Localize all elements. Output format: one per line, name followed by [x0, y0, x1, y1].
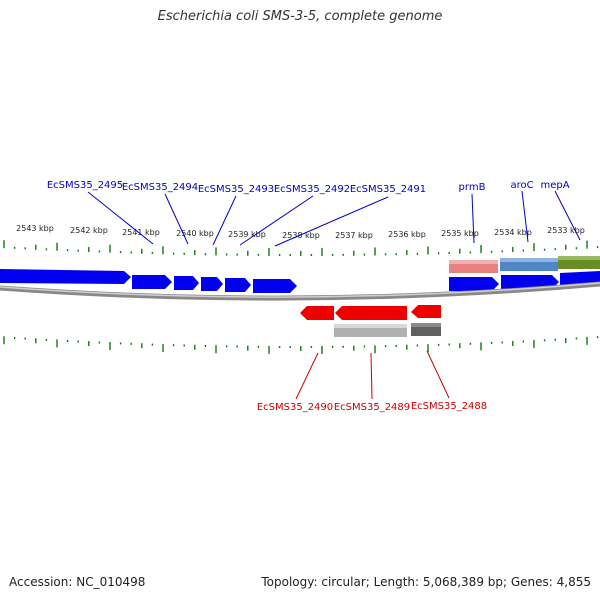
lower-tick-scale [3, 336, 599, 354]
gene-arrow-aroC[interactable] [501, 275, 559, 289]
kbp-label-2542: 2542 kbp [70, 226, 108, 235]
gene-arrow-EcSMS35_2493[interactable] [201, 277, 223, 291]
gene-arrow-EcSMS35_2491[interactable] [253, 279, 297, 293]
kbp-label-2538: 2538 kbp [282, 231, 320, 240]
gene-arrow-EcSMS35_2488[interactable] [411, 305, 441, 318]
gene-arrow-EcSMS35_2489[interactable] [335, 306, 407, 320]
reverse-gene-labels: EcSMS35_2490 EcSMS35_2489 EcSMS35_2488 [257, 401, 487, 413]
forward-gene-labels: EcSMS35_2495 EcSMS35_2494 EcSMS35_2493 E… [47, 180, 570, 195]
kbp-label-2541: 2541 kbp [122, 228, 160, 237]
upper-tick-scale [3, 240, 599, 256]
gene-label-EcSMS35_2488[interactable]: EcSMS35_2488 [411, 401, 487, 412]
gene-arrow-EcSMS35_2494[interactable] [174, 276, 199, 290]
kbp-label-2539: 2539 kbp [228, 230, 266, 239]
gene-label-mepA[interactable]: mepA [540, 180, 569, 191]
forward-feature-blocks [449, 256, 600, 273]
kbp-label-2534: 2534 kbp [494, 228, 532, 237]
gene-arrow-EcSMS35_2496[interactable] [0, 269, 131, 284]
gene-label-EcSMS35_2491[interactable]: EcSMS35_2491 [350, 184, 426, 195]
gene-label-prmB[interactable]: prmB [459, 182, 486, 193]
reverse-feature-blocks [334, 323, 441, 337]
gene-label-aroC[interactable]: aroC [510, 180, 533, 191]
genome-title: Escherichia coli SMS-3-5, complete genom… [157, 9, 443, 24]
gene-arrow-EcSMS35_2492[interactable] [225, 278, 251, 292]
gene-label-EcSMS35_2493[interactable]: EcSMS35_2493 [198, 184, 274, 195]
gene-arrow-EcSMS35_2495[interactable] [132, 275, 172, 289]
reverse-leader-lines [295, 350, 450, 400]
gene-label-EcSMS35_2494[interactable]: EcSMS35_2494 [122, 182, 198, 193]
gene-arrow-EcSMS35_2490[interactable] [300, 306, 334, 320]
forward-strand-genes [0, 269, 600, 293]
accession-text: Accession: NC_010498 [9, 575, 146, 589]
gene-label-EcSMS35_2492[interactable]: EcSMS35_2492 [274, 184, 350, 195]
reverse-strand-genes [300, 305, 441, 320]
genome-backbone [0, 281, 600, 301]
kbp-label-2543: 2543 kbp [16, 224, 54, 233]
gene-label-EcSMS35_2495[interactable]: EcSMS35_2495 [47, 180, 123, 191]
kbp-scale-labels: 2543 kbp 2542 kbp 2541 kbp 2540 kbp 2539… [16, 224, 585, 240]
gene-label-EcSMS35_2489[interactable]: EcSMS35_2489 [334, 402, 410, 413]
kbp-label-2540: 2540 kbp [176, 229, 214, 238]
gene-label-EcSMS35_2490[interactable]: EcSMS35_2490 [257, 402, 333, 413]
kbp-label-2536: 2536 kbp [388, 230, 426, 239]
kbp-label-2533: 2533 kbp [547, 226, 585, 235]
gene-arrow-prmB[interactable] [449, 277, 499, 291]
forward-leader-lines [87, 190, 581, 247]
genome-summary-text: Topology: circular; Length: 5,068,389 bp… [261, 575, 591, 589]
kbp-label-2535: 2535 kbp [441, 229, 479, 238]
kbp-label-2537: 2537 kbp [335, 231, 373, 240]
